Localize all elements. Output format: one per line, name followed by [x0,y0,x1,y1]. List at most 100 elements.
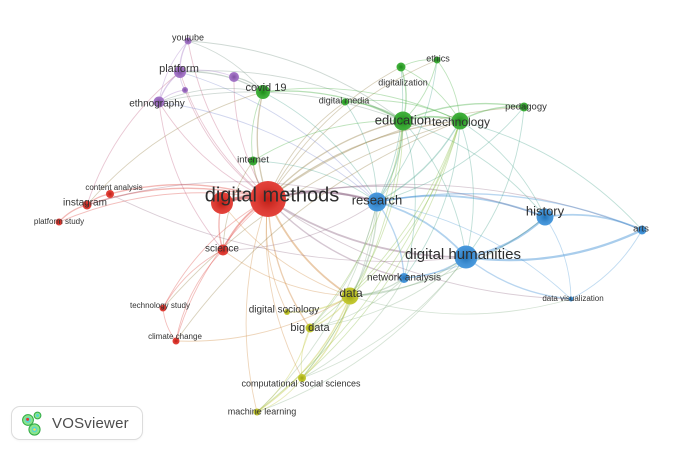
edge-research-science [222,201,378,251]
node-networkanalysis[interactable] [399,273,409,283]
node-technology[interactable] [451,112,469,130]
node-label-digitalization: digitalization [378,77,428,87]
edge-dm-digitalization [267,66,402,200]
edge-research-technology [376,120,461,203]
edge-research-data [349,201,378,297]
edge-technology-climatechange [175,120,461,342]
node-ethnography[interactable] [153,96,165,108]
edge-dm-machinelearning [245,198,269,413]
node-label-climatechange: climate change [148,332,202,341]
node-label-datavis: data visualization [542,294,603,303]
edge-data-machinelearning [256,295,351,413]
node-pedagogy[interactable] [519,102,529,112]
edge-data-climatechange [175,295,351,342]
edge-ethnography-youtube [158,40,189,103]
edge-dh-data [349,256,467,297]
edge-education-covid19 [262,90,404,122]
edge-dm-youtube [187,40,269,200]
edge-history-datavis [544,216,572,300]
edge-technology-covid19 [262,87,461,122]
node-label-covid19: covid 19 [246,82,287,94]
edge-research-machinelearning [256,201,378,413]
node-history[interactable] [536,208,554,226]
edge-covid19-instagram [86,91,264,206]
node-r1[interactable] [211,192,233,214]
edge-dh-datavis [465,256,572,300]
node-digitalmedia[interactable] [341,98,349,106]
edge-technology-data [349,120,461,297]
edge-bigdata-machinelearning [256,327,311,413]
edge-dh-contentanalysis [109,193,467,262]
edge-technology-bigdata [309,120,461,329]
edge-covid19-platform [179,71,264,93]
edge-dm-ethics [267,59,438,200]
node-research[interactable] [367,192,387,212]
node-climatechange[interactable] [172,337,180,345]
node-platform[interactable] [174,66,186,78]
node-bigdata[interactable] [305,323,315,333]
node-label-platform: platform [159,63,199,75]
edge-education-data [349,120,404,297]
edge-history-data [349,216,546,297]
node-label-internet: internet [237,155,269,166]
edge-dh-bigdata [309,256,467,329]
node-label-education: education [375,112,431,127]
node-digitalization[interactable] [396,62,406,72]
node-youtube[interactable] [184,37,192,45]
node-platformstudy[interactable] [55,218,63,226]
node-label-instagram: instagram [63,198,107,209]
edge-research-platform [179,71,378,203]
node-data[interactable] [341,287,359,305]
node-p2[interactable] [182,87,188,93]
edge-data-compsocsci [301,295,351,379]
edge-technology-ethics [436,59,461,122]
node-label-machinelearning: machine learning [228,406,297,416]
node-technologystudy[interactable] [159,304,167,312]
edge-technology-digitalmedia [344,99,461,122]
edge-research-ethics [376,59,438,203]
node-label-digitalsociology: digital sociology [249,305,320,316]
node-label-digitalmedia: digital media [319,95,370,105]
node-internet[interactable] [248,156,258,166]
edge-education-compsocsci [301,120,404,379]
node-label-platformstudy: platform study [34,217,84,226]
node-label-contentanalysis: content analysis [85,183,142,192]
node-covid19[interactable] [256,85,270,99]
vosviewer-logo[interactable]: VOSviewer [11,406,143,440]
edge-technology-arts [459,120,643,231]
node-p1[interactable] [229,72,239,82]
node-education[interactable] [393,111,413,131]
node-instagram[interactable] [82,200,92,210]
edge-technology-compsocsci [301,120,461,379]
node-digitalsociology[interactable] [284,309,290,315]
edge-education-bigdata [309,120,404,329]
edge-history-networkanalysis [403,216,546,279]
edge-dm-climatechange [175,198,269,342]
edge-dh-technology [459,120,474,258]
edge-data-science [222,249,351,297]
node-dm[interactable] [250,181,286,217]
edge-dh-pedagogy [465,106,525,258]
edge-dm-dh [267,198,467,258]
edge-education-ethnography [158,91,404,122]
edge-ethnography-science [158,101,224,251]
node-machinelearning[interactable] [253,408,261,416]
node-compsocsci[interactable] [298,374,306,382]
node-arts[interactable] [637,225,647,235]
edge-education-platform [179,70,404,122]
node-label-science: science [205,244,239,255]
node-ethics[interactable] [433,56,441,64]
node-label-research: research [352,192,403,207]
node-label-pedagogy: pedagogy [505,102,547,113]
node-science[interactable] [217,244,229,256]
edge-science-climatechange [175,249,224,342]
node-dh[interactable] [454,245,478,269]
edge-r1-data [221,202,351,297]
edge-research-instagram [86,181,378,206]
node-contentanalysis[interactable] [106,190,114,198]
edge-dm-arts [267,183,643,231]
node-datavis[interactable] [568,296,574,302]
edge-data-datavis [349,295,572,315]
